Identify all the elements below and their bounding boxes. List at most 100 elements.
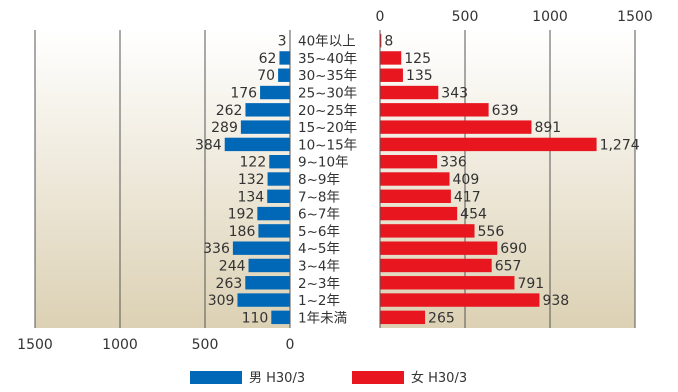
left-axis-tick-label: 0 [286,337,295,353]
category-label: 35~40年 [298,51,357,67]
female-value-label: 135 [406,68,433,84]
female-bar [380,310,426,325]
bars [224,33,597,325]
axes: 1500 1000 500 0 0 500 1000 1500 [17,9,653,353]
category-label: 7~8年 [298,189,340,205]
female-bar [380,293,540,307]
legend-swatch-male [190,371,242,384]
female-value-label: 938 [542,293,569,309]
grid-lines [34,30,636,328]
male-value-label: 134 [237,189,264,205]
female-bar [380,85,439,100]
female-value-label: 417 [454,189,481,205]
legend: 男 H30/3 女 H30/3 [190,370,467,386]
male-value-label: 62 [259,51,277,67]
male-bar [245,276,290,290]
male-bar [267,189,290,203]
male-bar [269,155,290,169]
female-bar [380,224,475,238]
female-bar [380,137,597,152]
category-label: 1年未満 [298,310,347,326]
female-value-label: 690 [500,241,527,257]
female-bar [380,206,458,221]
female-value-label: 8 [384,34,393,50]
male-value-label: 70 [257,68,275,84]
left-axis-tick-label: 1500 [17,337,53,353]
male-bar [271,310,290,325]
male-value-label: 289 [211,120,238,136]
female-bar [380,276,515,290]
female-value-label: 1,274 [600,137,640,153]
category-label: 8~9年 [298,172,340,188]
male-value-label: 384 [195,137,222,153]
male-bar [224,137,290,152]
category-label: 9~10年 [298,155,349,171]
category-label: 25~30年 [298,86,357,102]
male-bar [267,172,290,186]
male-value-label: 186 [229,224,256,240]
male-bar [245,103,290,117]
female-bar [380,51,402,65]
female-bar [380,68,403,82]
male-value-label: 132 [238,172,265,188]
right-axis-tick-label: 500 [452,9,479,25]
male-bar [248,258,290,273]
female-value-label: 556 [478,224,505,240]
category-label: 30~35年 [298,68,357,84]
male-value-label: 336 [203,241,230,257]
legend-swatch-female [352,371,404,384]
right-axis-tick-label: 0 [376,9,385,25]
female-bar [380,120,532,134]
male-value-label: 192 [228,207,255,223]
male-value-label: 262 [216,103,243,119]
female-value-label: 265 [428,310,455,326]
male-value-label: 110 [242,310,269,326]
female-bar [380,189,451,203]
category-label: 15~20年 [298,120,357,136]
labels: 3 8 40年以上 62 125 35~40年 70 135 30~35年 176 343 25~30… [195,34,640,327]
female-value-label: 454 [460,207,487,223]
right-axis-tick-label: 1000 [532,9,568,25]
category-label: 40年以上 [298,34,356,50]
category-label: 5~6年 [298,224,340,240]
female-value-label: 791 [517,276,544,292]
female-bar [380,241,498,255]
male-bar [257,206,290,221]
category-label: 10~15年 [298,137,357,153]
legend-label-male: 男 H30/3 [249,371,305,386]
female-value-label: 336 [440,155,467,171]
male-value-label: 309 [208,293,235,309]
legend-label-female: 女 H30/3 [411,370,467,386]
category-label: 4~5年 [298,241,340,257]
female-value-label: 409 [453,172,480,188]
male-value-label: 3 [278,34,287,50]
male-bar [260,85,290,100]
left-axis-tick-label: 1000 [102,337,138,353]
male-bar [237,293,290,307]
female-bar [380,258,492,273]
category-label: 3~4年 [298,258,340,274]
male-bar [278,68,290,82]
female-bar [380,172,450,186]
category-label: 6~7年 [298,207,340,223]
right-axis-tick-label: 1500 [617,9,653,25]
female-bar [380,103,489,117]
male-bar [258,224,290,238]
left-axis-tick-label: 500 [192,337,219,353]
female-value-label: 891 [534,120,561,136]
female-value-label: 657 [495,258,522,274]
male-bar [232,241,290,255]
male-value-label: 122 [240,155,267,171]
female-bar [380,155,438,169]
female-value-label: 639 [492,103,519,119]
female-value-label: 125 [404,51,431,67]
male-bar [240,120,290,134]
male-value-label: 263 [216,276,243,292]
category-label: 2~3年 [298,276,340,292]
category-label: 1~2年 [298,293,340,309]
male-value-label: 176 [230,86,257,102]
female-value-label: 343 [441,86,468,102]
male-value-label: 244 [219,258,246,274]
female-bar [380,33,382,48]
